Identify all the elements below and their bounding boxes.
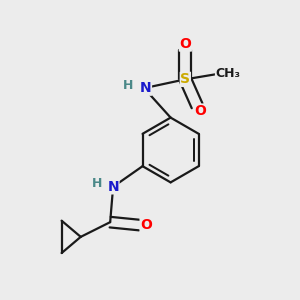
Text: N: N — [140, 81, 152, 95]
Text: S: S — [180, 72, 190, 86]
Text: O: O — [140, 218, 152, 232]
Text: O: O — [179, 37, 191, 51]
Text: N: N — [107, 180, 119, 194]
Text: O: O — [194, 104, 206, 118]
Text: CH₃: CH₃ — [215, 67, 241, 80]
Text: H: H — [92, 177, 103, 190]
Text: H: H — [123, 79, 133, 92]
